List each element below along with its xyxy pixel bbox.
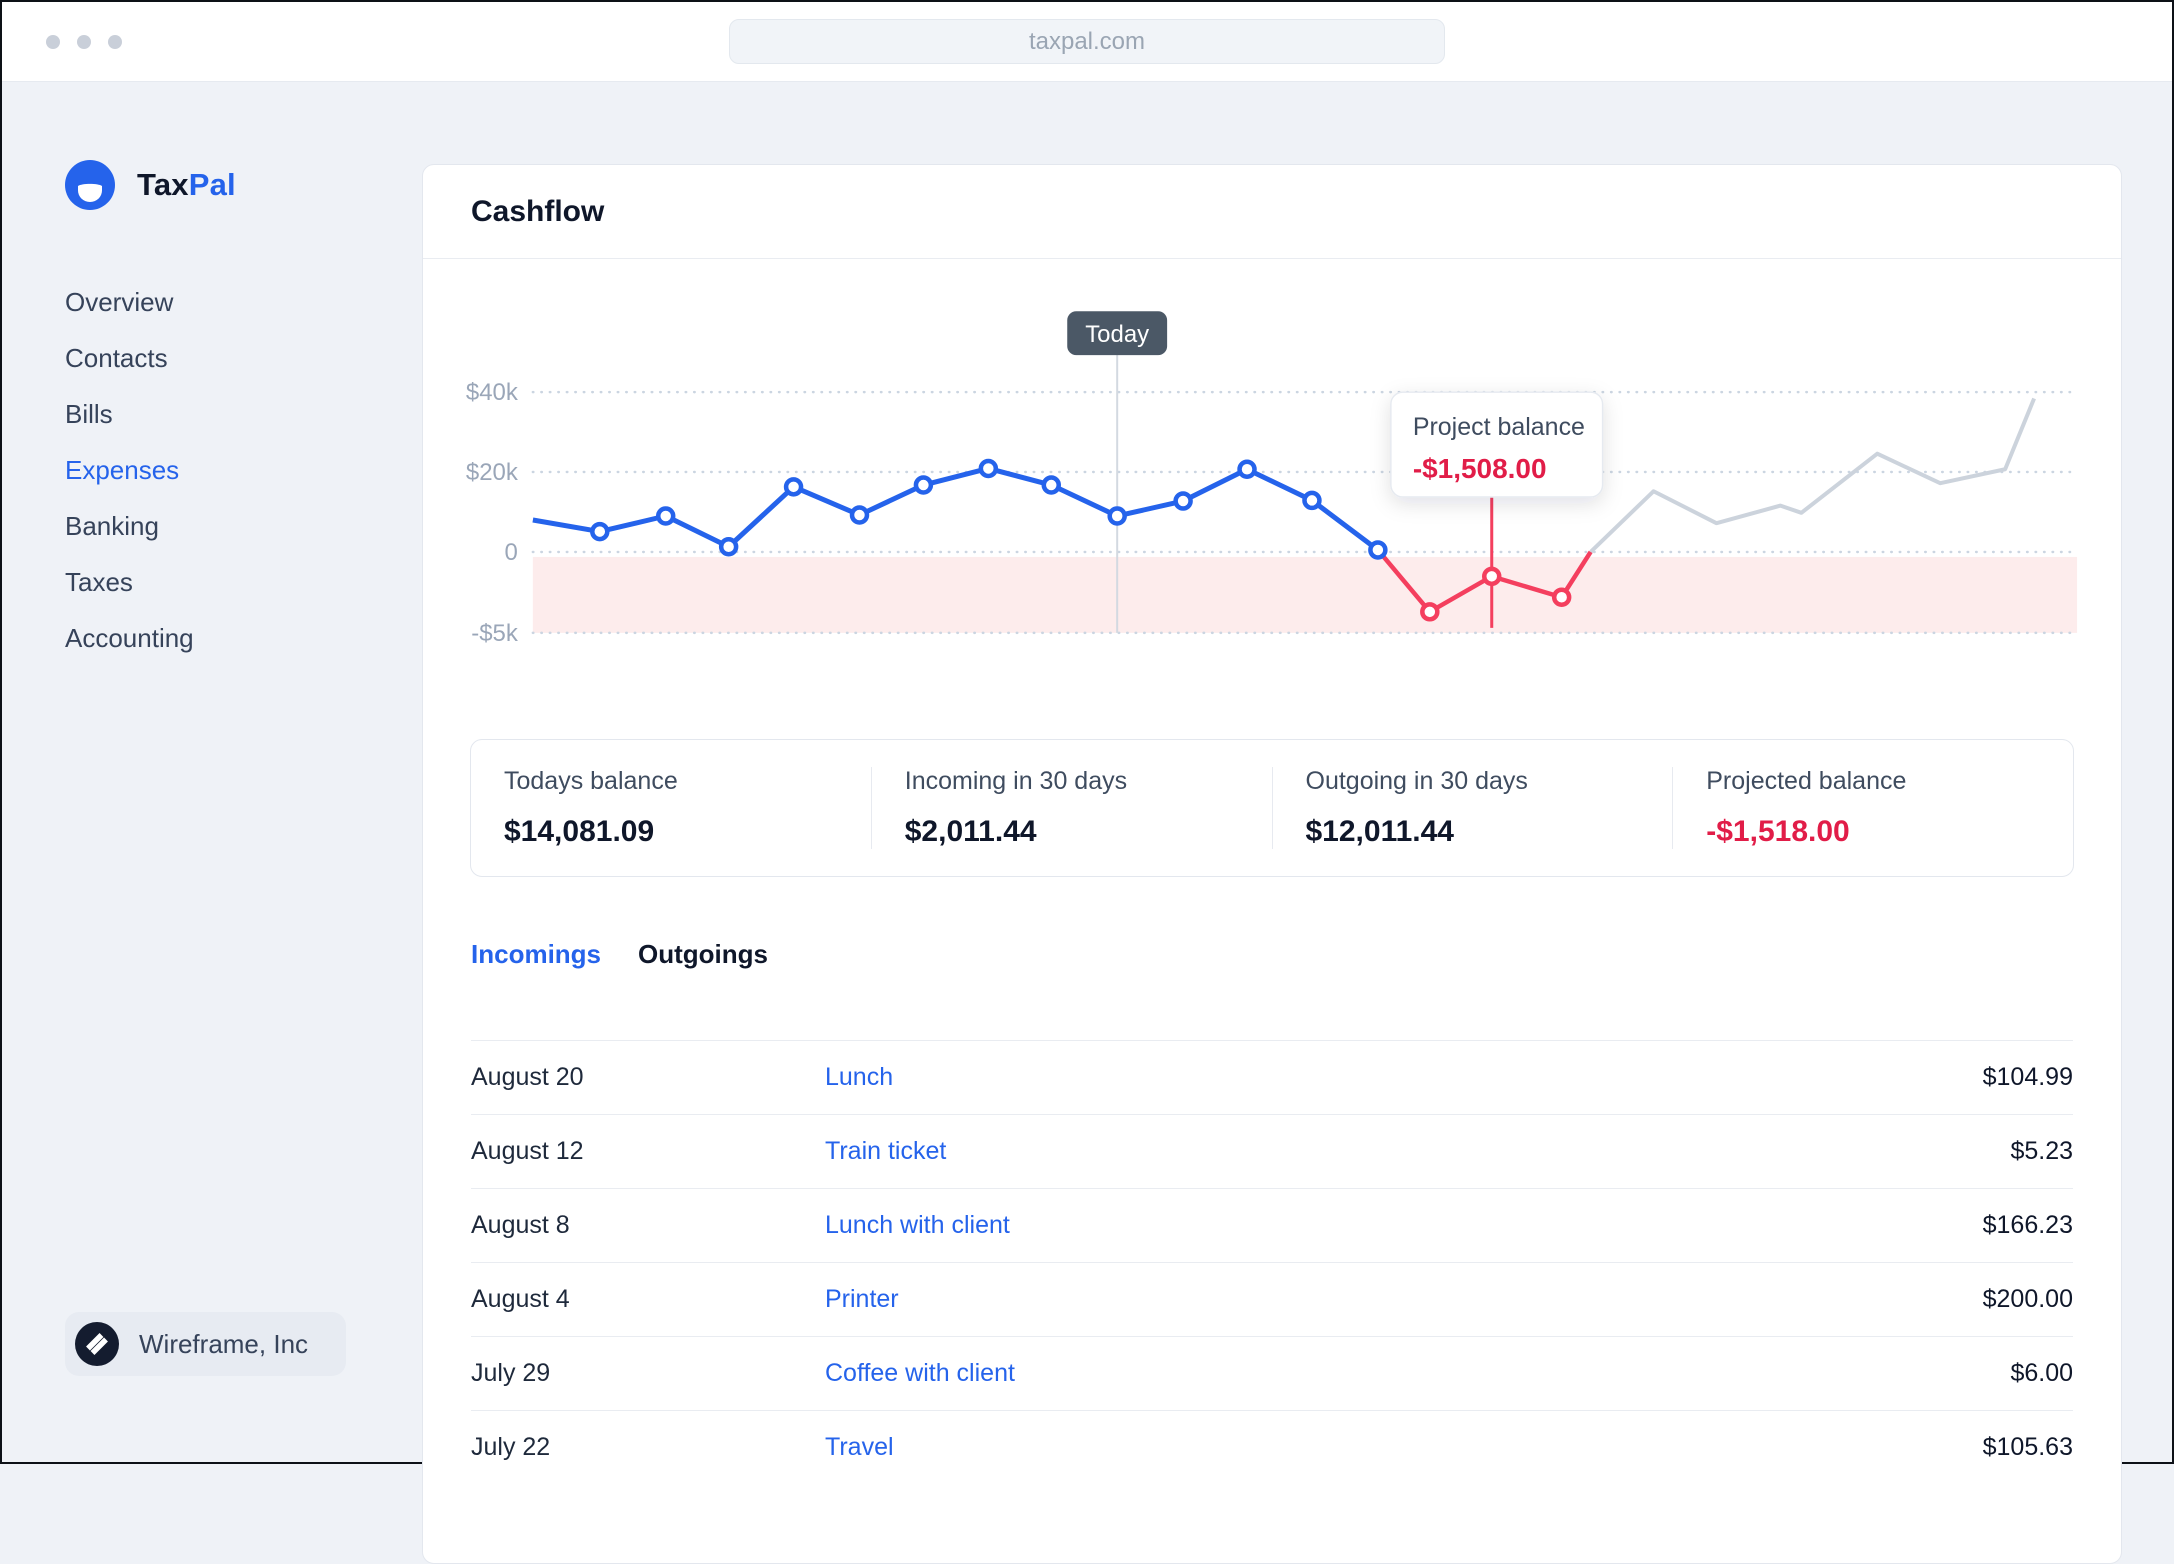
transaction-link[interactable]: Coffee with client	[825, 1359, 1015, 1387]
wireframe-logo-icon	[75, 1322, 119, 1366]
taxpal-logo-icon	[65, 160, 115, 210]
transaction-amount: $104.99	[1982, 1063, 2073, 1091]
brand: TaxPal	[65, 160, 422, 210]
transaction-date: July 29	[471, 1359, 551, 1387]
window-controls	[46, 35, 122, 49]
transaction-link[interactable]: Train ticket	[825, 1137, 947, 1165]
table-row: August 8 Lunch with client $166.23	[471, 1188, 2073, 1262]
project-balance-tooltip	[1390, 391, 1604, 498]
data-point-marker	[718, 537, 739, 557]
sidebar-item-accounting[interactable]: Accounting	[65, 623, 194, 653]
transaction-amount: $105.63	[1982, 1433, 2073, 1461]
sidebar-nav: Overview Contacts Bills Expenses Banking…	[65, 274, 422, 666]
workspace-switcher[interactable]: Wireframe, Inc	[65, 1312, 347, 1376]
transaction-date: August 12	[471, 1137, 584, 1165]
data-point-marker	[783, 477, 804, 497]
data-point-marker	[590, 521, 610, 542]
sidebar-item-expenses[interactable]: Expenses	[65, 455, 180, 485]
summary-value: $2,011.44	[904, 815, 1037, 848]
data-point-marker	[978, 458, 999, 479]
transaction-date: August 8	[471, 1211, 570, 1239]
transaction-link[interactable]: Printer	[825, 1285, 899, 1313]
main-content: Cashflow $40k $20k 0 -$5k Today Project balan…	[422, 82, 2172, 1564]
address-bar-url: taxpal.com	[1028, 27, 1146, 55]
summary-panel: Todays balance $14,081.09 Incoming in 30…	[470, 739, 2074, 877]
y-axis-label: 0	[505, 539, 518, 566]
data-point-marker	[1107, 506, 1127, 526]
table-row: August 4 Printer $200.00	[471, 1262, 2073, 1336]
actual-line	[532, 465, 1380, 552]
summary-value-negative: -$1,518.00	[1706, 815, 1850, 848]
summary-label: Todays balance	[504, 767, 678, 795]
y-axis-label: -$5k	[471, 620, 519, 647]
browser-topbar: taxpal.com	[2, 2, 2172, 82]
negative-band	[532, 556, 2078, 633]
transaction-link[interactable]: Travel	[825, 1433, 894, 1461]
data-point-marker	[1041, 475, 1061, 495]
today-tooltip	[1067, 311, 1168, 356]
summary-label: Incoming in 30 days	[904, 767, 1128, 795]
table-row: July 29 Coffee with client $6.00	[471, 1336, 2073, 1410]
transactions-table: August 20 Lunch $104.99 August 12 Train …	[471, 1040, 2073, 1484]
tab-incomings[interactable]: Incomings	[471, 939, 602, 969]
cashflow-chart[interactable]: $40k $20k 0 -$5k Today Project balance -$1,508…	[423, 301, 2121, 721]
transaction-amount: $166.23	[1982, 1211, 2073, 1239]
window-control-dot[interactable]	[46, 35, 60, 49]
data-point-marker	[849, 505, 870, 525]
y-axis-label: $20k	[466, 459, 519, 486]
summary-value: $14,081.09	[504, 815, 655, 848]
data-point-marker	[1173, 491, 1193, 511]
transaction-date: July 22	[471, 1433, 551, 1461]
transaction-link[interactable]: Lunch with client	[825, 1211, 1010, 1239]
data-point-marker	[655, 506, 676, 526]
transaction-link[interactable]: Lunch	[825, 1063, 894, 1091]
summary-label: Outgoing in 30 days	[1305, 767, 1528, 795]
brand-name: TaxPal	[137, 167, 236, 202]
sidebar-item-taxes[interactable]: Taxes	[65, 567, 133, 597]
summary-outgoing-30-days: Outgoing in 30 days $12,011.44	[1271, 767, 1673, 849]
transaction-amount: $6.00	[2010, 1359, 2073, 1387]
today-tooltip-label: Today	[1085, 321, 1149, 348]
address-bar[interactable]: taxpal.com	[729, 19, 1445, 64]
cashflow-card: Cashflow $40k $20k 0 -$5k Today Project balan…	[422, 164, 2122, 1564]
tab-outgoings[interactable]: Outgoings	[638, 939, 768, 969]
window-control-dot[interactable]	[108, 35, 122, 49]
sidebar-item-bills[interactable]: Bills	[65, 399, 113, 429]
cashflow-chart-area: $40k $20k 0 -$5k Today Project balance -$1,508…	[423, 301, 2121, 726]
data-point-marker	[1368, 540, 1388, 560]
data-point-marker	[1551, 587, 1572, 607]
summary-incoming-30-days: Incoming in 30 days $2,011.44	[870, 767, 1272, 849]
transaction-amount: $200.00	[1982, 1285, 2073, 1313]
tooltip-value: -$1,508.00	[1413, 453, 1547, 484]
page-title: Cashflow	[471, 194, 605, 228]
data-point-marker	[913, 475, 934, 495]
summary-projected-balance: Projected balance -$1,518.00	[1672, 767, 2073, 849]
sidebar-item-banking[interactable]: Banking	[65, 511, 159, 541]
table-row: August 20 Lunch $104.99	[471, 1040, 2073, 1114]
transaction-date: August 4	[471, 1285, 570, 1313]
y-axis-label: $40k	[466, 379, 519, 406]
window-control-dot[interactable]	[77, 35, 91, 49]
summary-label: Projected balance	[1706, 767, 1907, 795]
sidebar-item-overview[interactable]: Overview	[65, 287, 174, 317]
transactions-tabs: Incomings Outgoings	[471, 939, 2073, 970]
transaction-date: August 20	[471, 1063, 584, 1091]
summary-todays-balance: Todays balance $14,081.09	[471, 767, 871, 849]
sidebar: TaxPal Overview Contacts Bills Expenses …	[2, 82, 422, 1462]
table-row: July 22 Travel $105.63	[471, 1410, 2073, 1484]
data-point-marker	[1302, 490, 1322, 511]
tooltip-title: Project balance	[1413, 413, 1585, 441]
summary-value: $12,011.44	[1305, 815, 1455, 848]
sidebar-item-contacts[interactable]: Contacts	[65, 343, 168, 373]
workspace-name: Wireframe, Inc	[139, 1328, 309, 1359]
data-point-marker	[1237, 459, 1257, 479]
table-row: August 12 Train ticket $5.23	[471, 1114, 2073, 1188]
data-point-marker	[1482, 566, 1502, 587]
transaction-amount: $5.23	[2010, 1137, 2073, 1165]
projection-line	[1589, 397, 2036, 554]
data-point-marker	[1420, 602, 1440, 622]
